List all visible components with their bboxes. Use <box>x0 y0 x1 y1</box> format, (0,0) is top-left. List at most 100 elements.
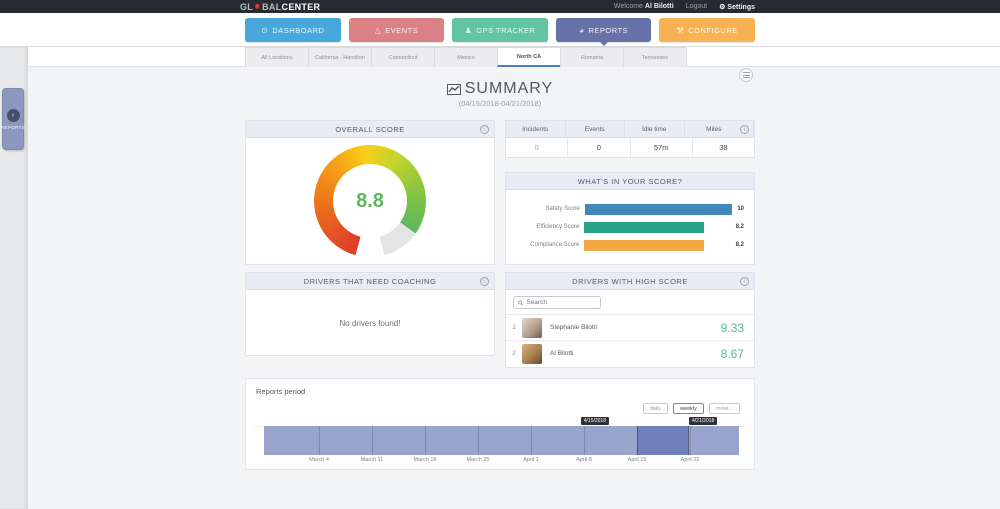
timeline-axis: March 4 March 11 March 18 March 25 April 1 Ap… <box>246 457 756 467</box>
coaching-title: DRIVERS THAT NEED COACHING <box>303 276 437 286</box>
tab-north-ca[interactable]: North CA <box>497 47 561 67</box>
axis-label: March 4 <box>309 457 329 463</box>
axis-label: March 25 <box>466 457 490 463</box>
more-button[interactable]: more... <box>708 403 740 414</box>
axis-label: March 18 <box>413 457 437 463</box>
timeline-tick <box>531 426 532 455</box>
daily-button[interactable]: daily <box>642 403 669 414</box>
pie-chart-icon: ◕ <box>579 25 585 35</box>
warning-triangle-icon: △ <box>374 25 382 35</box>
chart-icon <box>446 84 461 95</box>
bar-value-efficiency: 8.2 <box>735 224 744 230</box>
axis-label: April 22 <box>680 457 700 463</box>
tab-mexico[interactable]: Mexico <box>434 47 498 67</box>
overall-score-title: OVERALL SCORE <box>335 124 405 134</box>
settings-link[interactable]: ⚙ Settings <box>719 3 755 11</box>
driver-avatar <box>522 343 542 364</box>
info-icon[interactable] <box>480 277 489 286</box>
logo-text-center: CENTER <box>281 1 321 12</box>
logo-text-gl: GL <box>240 1 254 12</box>
coaching-empty-message: No drivers found! <box>339 318 401 328</box>
driver-row[interactable]: 2 Al Bilotti 8.67 <box>506 340 754 366</box>
nav-events-label: EVENTS <box>385 25 419 35</box>
score-breakdown-title: WHAT'S IN YOUR SCORE? <box>577 176 683 186</box>
stats-value-events: 0 <box>568 138 631 157</box>
nav-configure-button[interactable]: ⚒ CONFIGURE <box>659 18 755 42</box>
stats-col-idle-time: Idle time <box>625 121 685 137</box>
driver-rank: 1 <box>512 324 516 331</box>
bar-label-safety: Safety Score <box>545 206 580 212</box>
axis-label: April 15 <box>627 457 647 463</box>
stats-value-miles: 38 <box>719 143 728 152</box>
timeline-tick <box>637 426 638 455</box>
overall-score-card: OVERALL SCORE 8.8 <box>245 120 495 265</box>
bar-value-compliance: 8.2 <box>735 242 744 248</box>
logout-link[interactable]: Logout <box>685 3 708 10</box>
reports-slideout-tab[interactable]: › REPORTS <box>0 88 26 150</box>
export-menu-icon[interactable] <box>739 68 753 82</box>
user-name: Al Bilotti <box>644 3 674 10</box>
driver-name: Stephanie Bilotti <box>550 324 597 331</box>
score-gauge: 8.8 <box>314 145 426 257</box>
slideout-tab-label: REPORTS <box>0 124 26 130</box>
nav-gps-tracker-label: GPS TRACKER <box>476 25 536 35</box>
driver-rank: 2 <box>512 350 516 357</box>
driver-search-input[interactable] <box>526 299 596 306</box>
high-score-card: DRIVERS WITH HIGH SCORE 1 Stephanie Bilo… <box>505 272 755 368</box>
bar-compliance <box>584 239 705 251</box>
timeline-tick <box>478 426 479 455</box>
gear-icon: ⚙ <box>719 3 726 11</box>
nav-dashboard-label: DASHBOARD <box>272 25 325 35</box>
tab-connecticut[interactable]: Connecticut <box>371 47 435 67</box>
driver-row[interactable]: 1 Stephanie Bilotti 9.33 <box>506 314 754 340</box>
tab-california-hamilton[interactable]: California - Hamilton <box>308 47 372 67</box>
nav-dashboard-button[interactable]: ⊙ DASHBOARD <box>245 18 341 42</box>
reports-period-panel: Reports period daily weekly more... 4/15… <box>245 378 755 470</box>
gauge-value: 8.8 <box>356 189 384 212</box>
weekly-button[interactable]: weekly <box>673 403 704 414</box>
reports-period-label: Reports period <box>256 387 306 396</box>
tab-all-locations[interactable]: All Locations <box>245 47 309 67</box>
welcome-text: Welcome Al Bilotti <box>614 3 674 10</box>
bar-efficiency <box>584 221 705 233</box>
info-icon[interactable] <box>740 277 749 286</box>
nav-configure-label: CONFIGURE <box>688 25 738 35</box>
person-icon: ♟ <box>464 25 473 35</box>
stats-value-idle-time: 57m <box>631 138 693 157</box>
range-end-tooltip: 4/21/2018 <box>689 417 718 425</box>
bar-label-compliance: Compliance Score <box>530 242 580 248</box>
stats-col-miles: Miles <box>685 121 754 137</box>
stats-value-incidents: 0 <box>506 138 569 157</box>
main-nav: ⊙ DASHBOARD △ EVENTS ♟ GPS TRACKER ◕ REPORTS… <box>0 13 1000 47</box>
selected-range[interactable] <box>637 426 689 455</box>
nav-events-button[interactable]: △ EVENTS <box>348 18 445 42</box>
driver-avatar <box>522 317 542 338</box>
axis-label: April 1 <box>523 457 539 463</box>
timeline-tick <box>690 426 691 455</box>
driver-score: 8.67 <box>720 346 744 361</box>
date-range: (04/15/2018-04/21/2018) <box>458 99 542 108</box>
driver-score: 9.33 <box>720 320 744 335</box>
page-title-text: SUMMARY <box>464 80 554 97</box>
page-title: SUMMARY <box>0 80 1000 98</box>
tab-tennessee[interactable]: Tennessee <box>623 47 687 67</box>
stats-strip: Incidents Events Idle time Miles 0 0 57m… <box>505 120 755 158</box>
nav-gps-tracker-button[interactable]: ♟ GPS TRACKER <box>452 18 548 42</box>
timeline-tick <box>319 426 320 455</box>
nav-reports-button[interactable]: ◕ REPORTS <box>555 18 652 46</box>
info-icon[interactable] <box>480 125 489 134</box>
settings-label: Settings <box>727 3 755 11</box>
tab-romania[interactable]: Romania <box>560 47 624 67</box>
timeline-range-selector[interactable] <box>264 426 739 455</box>
chevron-right-icon: › <box>6 108 20 122</box>
stats-col-incidents: Incidents <box>506 121 566 137</box>
nav-reports-label: REPORTS <box>588 25 629 35</box>
info-icon[interactable] <box>740 125 749 134</box>
top-bar: GL BAL CENTER Welcome Al Bilotti Logout ⚙ S… <box>0 0 1000 13</box>
stats-col-events: Events <box>566 121 625 137</box>
search-icon <box>518 300 524 305</box>
bar-row-efficiency: Efficiency Score 8.2 <box>512 221 744 233</box>
driver-name: Al Bilotti <box>550 350 574 357</box>
timeline-tick <box>425 426 426 455</box>
bar-row-compliance: Compliance Score 8.2 <box>512 239 744 251</box>
